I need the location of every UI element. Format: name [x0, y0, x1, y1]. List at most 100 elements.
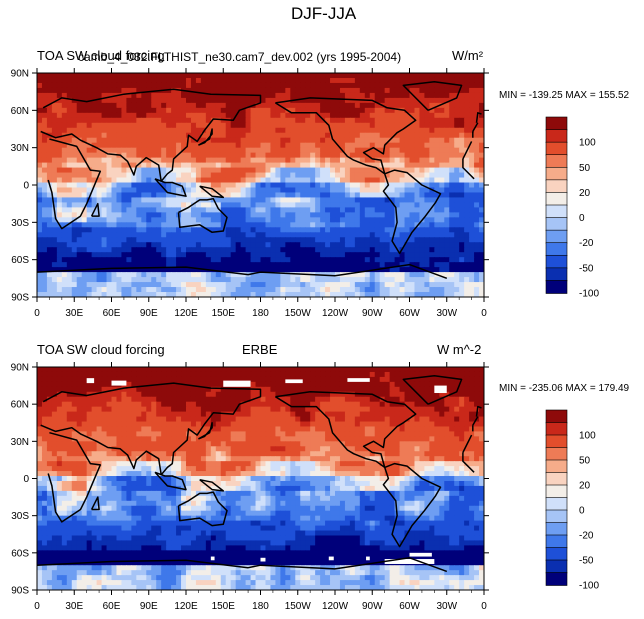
field-cell — [215, 187, 222, 194]
field-cell — [37, 401, 43, 408]
field-cell — [240, 82, 247, 89]
field-cell — [121, 197, 127, 204]
field-cell — [96, 187, 103, 194]
field-cell — [439, 107, 445, 114]
field-cell — [101, 396, 108, 403]
field-cell — [474, 187, 480, 194]
field-cell — [454, 367, 460, 373]
field-cell — [96, 386, 103, 393]
field-cell — [37, 232, 43, 238]
field-cell — [364, 92, 371, 99]
field-cell — [61, 396, 68, 403]
field-cell — [190, 232, 197, 238]
field-cell — [131, 127, 137, 134]
field-cell — [394, 137, 401, 144]
field-cell — [270, 82, 276, 89]
field-cell — [215, 192, 222, 199]
field-cell — [389, 207, 396, 213]
field-cell — [330, 367, 336, 373]
field-cell — [146, 137, 152, 144]
field-cell — [200, 247, 207, 253]
field-cell — [101, 401, 108, 408]
field-cell — [230, 272, 237, 278]
field-cell — [136, 386, 142, 393]
field-cell — [161, 272, 167, 278]
field-cell — [394, 257, 401, 263]
field-cell — [190, 227, 197, 233]
field-cell — [295, 152, 301, 159]
field-cell — [136, 237, 142, 243]
field-cell — [379, 92, 386, 99]
field-cell — [240, 97, 247, 104]
field-cell — [126, 376, 132, 383]
field-cell — [374, 82, 381, 89]
field-cell — [190, 242, 197, 248]
field-cell — [454, 391, 460, 398]
field-cell — [339, 112, 346, 119]
field-cell — [330, 197, 336, 204]
field-cell — [96, 232, 103, 238]
field-cell — [76, 127, 83, 134]
field-cell — [205, 222, 212, 228]
field-cell — [46, 222, 53, 228]
field-cell — [300, 232, 306, 238]
field-cell — [275, 371, 281, 378]
field-cell — [409, 202, 416, 208]
field-cell — [61, 97, 68, 104]
field-cell — [200, 277, 207, 283]
field-cell — [464, 162, 470, 169]
field-cell — [126, 267, 132, 273]
field-cell — [434, 92, 440, 99]
field-cell — [394, 77, 401, 84]
field-cell — [270, 182, 276, 189]
field-cell — [295, 242, 301, 248]
field-cell — [300, 172, 306, 179]
field-cell — [305, 396, 311, 403]
field-cell — [146, 77, 152, 84]
field-cell — [225, 197, 232, 204]
field-cell — [379, 282, 386, 288]
field-cell — [37, 411, 43, 418]
field-cell — [121, 212, 127, 218]
field-cell — [116, 272, 123, 278]
field-cell — [41, 376, 48, 383]
field-cell — [270, 396, 276, 403]
field-cell — [86, 416, 93, 423]
field-cell — [235, 112, 242, 119]
field-cell — [464, 127, 470, 134]
field-cell — [81, 272, 88, 278]
field-cell — [41, 187, 48, 194]
field-cell — [300, 247, 306, 253]
field-cell — [215, 381, 222, 388]
field-cell — [399, 277, 406, 283]
field-cell — [330, 73, 336, 79]
field-cell — [275, 142, 281, 149]
field-cell — [210, 82, 217, 89]
field-cell — [359, 227, 366, 233]
field-cell — [325, 87, 331, 94]
field-cell — [305, 292, 311, 297]
field-cell — [434, 117, 440, 124]
field-cell — [359, 157, 366, 164]
field-cell — [280, 391, 286, 398]
field-cell — [126, 371, 132, 378]
field-cell — [141, 222, 147, 228]
field-cell — [330, 112, 336, 119]
field-cell — [240, 197, 247, 204]
field-cell — [176, 277, 182, 283]
field-cell — [404, 107, 411, 114]
field-cell — [359, 242, 366, 248]
field-cell — [116, 122, 123, 129]
field-cell — [51, 92, 58, 99]
field-cell — [300, 192, 306, 199]
field-cell — [364, 267, 371, 273]
field-cell — [424, 182, 430, 189]
field-cell — [429, 182, 435, 189]
field-cell — [429, 287, 435, 293]
field-cell — [320, 262, 326, 268]
field-cell — [186, 282, 192, 288]
field-cell — [399, 386, 406, 393]
field-cell — [240, 202, 247, 208]
field-cell — [141, 292, 147, 297]
field-cell — [344, 77, 351, 84]
